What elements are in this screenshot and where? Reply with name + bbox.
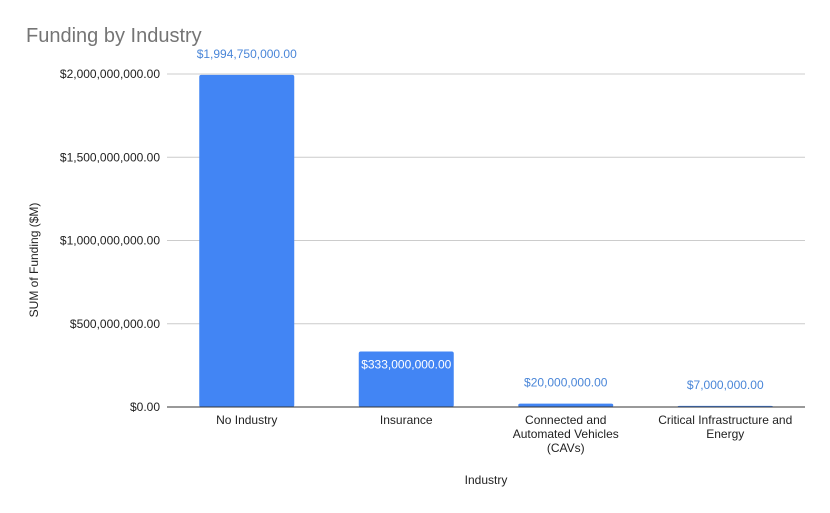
y-tick-label: $1,000,000,000.00 xyxy=(60,234,160,248)
x-tick-label: Insurance xyxy=(380,413,433,427)
x-axis-ticks: No Industry Insurance Connected andAutomat… xyxy=(216,413,792,455)
bar xyxy=(518,403,614,407)
data-label: $7,000,000.00 xyxy=(687,378,764,392)
data-label: $333,000,000.00 xyxy=(361,358,451,372)
x-tick-label: (CAVs) xyxy=(547,441,585,455)
bars xyxy=(199,74,773,408)
y-tick-label: $2,000,000,000.00 xyxy=(60,67,160,81)
x-tick-label: Connected and xyxy=(525,413,606,427)
y-tick-label: $1,500,000,000.00 xyxy=(60,150,160,164)
y-axis-title: SUM of Funding ($M) xyxy=(27,203,41,318)
bar xyxy=(358,351,454,407)
data-label: $20,000,000.00 xyxy=(524,376,608,390)
x-tick-label: Energy xyxy=(706,427,744,441)
x-axis-title: Industry xyxy=(465,473,508,487)
x-tick-label: Automated Vehicles xyxy=(513,427,619,441)
x-tick-label: Critical Infrastructure and xyxy=(658,413,792,427)
x-tick-label: No Industry xyxy=(216,413,277,427)
data-label: $1,994,750,000.00 xyxy=(197,47,297,61)
y-axis-ticks: $0.00 $500,000,000.00 $1,000,000,000.00 $1,… xyxy=(60,67,160,414)
bar xyxy=(199,74,295,408)
y-tick-label: $500,000,000.00 xyxy=(70,317,160,331)
chart-title: Funding by Industry xyxy=(26,25,202,47)
y-tick-label: $0.00 xyxy=(130,400,160,414)
data-labels: $1,994,750,000.00 $333,000,000.00 $20,000,… xyxy=(197,47,764,392)
